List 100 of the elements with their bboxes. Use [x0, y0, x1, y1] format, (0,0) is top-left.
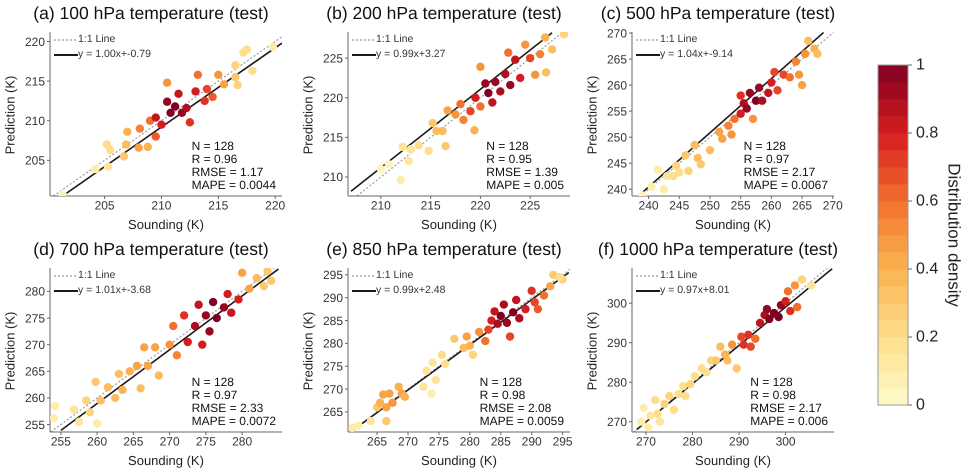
- point: [506, 80, 514, 90]
- x-tick-label: 270: [160, 434, 180, 449]
- point: [184, 338, 192, 346]
- annotation: R = 0.95: [486, 152, 533, 166]
- point: [484, 88, 493, 98]
- point: [530, 298, 539, 306]
- point: [114, 370, 124, 378]
- point: [712, 356, 720, 365]
- point: [231, 72, 240, 82]
- point: [233, 80, 242, 90]
- point: [806, 281, 816, 290]
- point: [765, 314, 774, 324]
- point: [527, 286, 536, 296]
- point: [646, 412, 655, 420]
- annotation: RMSE = 2.17: [744, 165, 816, 179]
- point: [366, 416, 376, 426]
- point: [220, 80, 228, 88]
- x-tick-label: 210: [370, 198, 392, 213]
- point: [774, 312, 783, 322]
- point: [681, 151, 690, 160]
- x-tick-label: 255: [50, 434, 72, 449]
- point: [92, 419, 102, 428]
- point: [540, 291, 548, 300]
- point: [118, 386, 127, 394]
- y-tick-label: 275: [322, 359, 344, 374]
- point: [214, 70, 223, 79]
- point: [202, 311, 210, 320]
- point: [186, 118, 194, 127]
- point: [198, 340, 206, 349]
- point: [732, 364, 741, 373]
- color-bar-label: 0.4: [916, 260, 938, 278]
- point: [506, 332, 514, 341]
- point: [653, 410, 662, 418]
- point: [150, 343, 160, 352]
- point: [754, 84, 764, 92]
- y-tick-label: 270: [322, 382, 344, 396]
- point: [388, 398, 397, 407]
- y-tick-label: 295: [322, 268, 344, 282]
- y-tick-label: 270: [606, 26, 628, 40]
- point: [742, 104, 752, 113]
- annotation: MAPE = 0.0044: [192, 178, 276, 192]
- point: [91, 378, 100, 386]
- point: [702, 368, 711, 377]
- point: [122, 140, 130, 149]
- point: [748, 114, 758, 124]
- point: [252, 274, 261, 282]
- point: [679, 382, 688, 390]
- point: [202, 84, 212, 94]
- point: [419, 382, 428, 391]
- point: [400, 392, 410, 402]
- point: [647, 182, 656, 191]
- x-tick-label: 260: [87, 434, 108, 449]
- point: [751, 334, 760, 343]
- point: [714, 128, 724, 136]
- point: [208, 298, 218, 306]
- y-tick-label: 280: [24, 284, 46, 299]
- y-axis-title: Prediction (K): [300, 312, 316, 390]
- point: [190, 322, 200, 330]
- point: [496, 312, 505, 320]
- point: [512, 296, 520, 304]
- y-tick-label: 205: [24, 154, 46, 168]
- point: [205, 327, 214, 336]
- y-tick-label: 290: [606, 336, 628, 350]
- point: [718, 134, 726, 143]
- point: [515, 314, 524, 322]
- x-tick-label: 270: [636, 434, 656, 449]
- point: [548, 45, 556, 54]
- legend-label: y = 0.99x+2.48: [376, 283, 446, 298]
- point: [521, 40, 530, 49]
- x-tick-label: 300: [776, 434, 796, 449]
- point: [746, 88, 754, 98]
- point: [194, 70, 202, 79]
- x-tick-label: 275: [428, 434, 450, 449]
- point: [162, 98, 172, 106]
- annotation: R = 0.98: [750, 388, 797, 402]
- point: [242, 45, 251, 54]
- annotation: R = 0.97: [744, 152, 790, 166]
- y-tick-label: 285: [322, 314, 344, 328]
- point: [432, 376, 440, 384]
- x-axis-title: Sounding (K): [128, 217, 204, 232]
- x-axis-title: Sounding (K): [695, 453, 771, 468]
- x-tick-label: 260: [761, 198, 782, 213]
- color-bar-label: 0: [916, 396, 925, 414]
- point: [231, 61, 240, 70]
- point: [50, 414, 58, 422]
- y-tick-label: 290: [322, 290, 344, 305]
- point: [104, 162, 112, 171]
- point: [804, 36, 812, 46]
- point: [208, 92, 217, 102]
- point: [674, 390, 683, 398]
- point: [508, 308, 518, 317]
- chart-title: (a) 100 hPa temperature (test): [32, 2, 270, 25]
- y-tick-label: 270: [606, 414, 628, 429]
- annotation: N = 128: [744, 139, 787, 153]
- y-tick-label: 245: [606, 156, 628, 170]
- legend-label: y = 1.00x+-0.79: [78, 47, 151, 62]
- point: [798, 80, 806, 90]
- point: [724, 122, 733, 130]
- x-axis-title: Sounding (K): [421, 453, 497, 468]
- x-tick-label: 255: [730, 198, 752, 213]
